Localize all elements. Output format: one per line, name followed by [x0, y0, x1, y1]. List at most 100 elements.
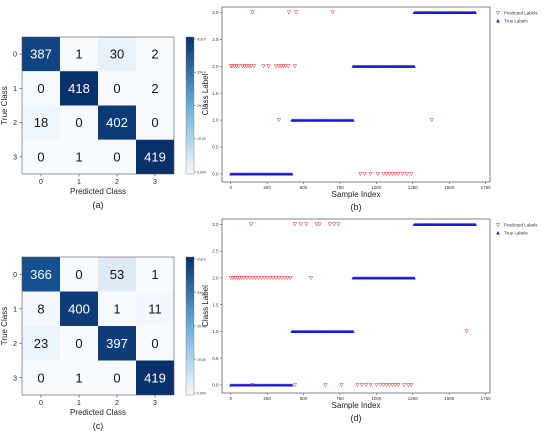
true-label-marker [412, 64, 416, 68]
predicted-label-point [406, 383, 411, 388]
panel-caption: (b) [351, 202, 362, 212]
true-label-segment-0 [229, 383, 294, 387]
matrix-frame [21, 256, 175, 396]
cell-value-1-2: 1 [113, 301, 120, 316]
cell-3-3 [136, 360, 174, 395]
cell-3-2 [98, 139, 136, 174]
true-label-segment-2 [351, 276, 416, 280]
predicted-label-point [317, 222, 322, 227]
x-tick-label: 2 [115, 400, 119, 407]
cell-value-0-0: 366 [30, 267, 52, 282]
predicted-label-point [246, 64, 252, 69]
predicted-label-point [247, 276, 252, 281]
cell-value-3-1: 1 [75, 370, 82, 385]
y-tick-label: 1.0 [212, 329, 219, 334]
y-tick-label: 2.5 [212, 249, 219, 254]
y-tick-label: 0 [13, 272, 17, 279]
predicted-label-point [266, 64, 271, 69]
x-tick-label: 250 [263, 396, 271, 401]
predicted-label-point [387, 383, 392, 388]
cell-2-2 [98, 105, 136, 140]
y-tick-label: 2 [13, 341, 17, 348]
colorbar-tick-label: 0.000 [197, 170, 206, 174]
x-tick-label: 1500 [444, 185, 455, 190]
predicted-label-point [256, 276, 261, 281]
cell-0-2 [98, 257, 136, 292]
predicted-label-point [283, 64, 288, 69]
predicted-label-point [253, 276, 258, 281]
predicted-label-point [232, 64, 237, 69]
cell-1-0 [22, 291, 60, 326]
predicted-label-point [393, 172, 398, 177]
predicted-label-point [250, 383, 255, 388]
cell-value-3-3: 419 [144, 149, 166, 164]
predicted-label-point [384, 383, 389, 388]
x-tick-label: 0 [229, 185, 232, 190]
true-label-marker [351, 118, 355, 122]
predicted-label-point [314, 222, 319, 227]
predicted-label-point [396, 172, 401, 177]
x-tick-label: 750 [336, 396, 344, 401]
predicted-label-point [362, 172, 367, 177]
x-tick-label: 0 [229, 396, 232, 401]
cell-value-1-0: 8 [37, 301, 44, 316]
y-tick-label: 2.5 [212, 37, 219, 42]
predicted-label-point [404, 172, 410, 177]
x-tick-label: 500 [300, 396, 308, 401]
predicted-label-point [368, 172, 373, 177]
y-tick-label: 1 [13, 86, 17, 93]
predicted-label-point [278, 64, 284, 69]
predicted-label-point [384, 172, 389, 177]
cell-value-2-3: 0 [151, 115, 158, 130]
true-label-marker [412, 276, 416, 280]
x-tick-label: 1000 [371, 396, 382, 401]
true-label-marker [473, 10, 478, 14]
y-tick-label: 2.0 [212, 64, 219, 69]
x-tick-label: 1500 [444, 396, 455, 401]
cell-3-0 [22, 360, 60, 395]
cell-value-0-3: 2 [151, 47, 158, 62]
cell-value-0-2: 53 [110, 267, 124, 282]
cell-value-0-1: 0 [75, 267, 82, 282]
cell-value-1-2: 0 [113, 81, 120, 96]
predicted-label-point [330, 10, 335, 15]
cell-0-1 [60, 257, 98, 292]
predicted-label-point [248, 64, 254, 69]
y-axis-label: True Class [0, 86, 9, 124]
y-tick-label: 0.0 [212, 383, 219, 388]
y-axis-label: Class Label [201, 73, 210, 115]
predicted-label-point [259, 276, 264, 281]
predicted-label-point [239, 276, 244, 281]
predicted-label-point [276, 118, 282, 123]
colorbar-tick-label: 334.4 [197, 71, 206, 75]
cell-1-3 [136, 71, 174, 106]
predicted-label-point [273, 64, 279, 69]
predicted-label-point [282, 276, 287, 281]
predicted-label-point [308, 276, 314, 281]
predicted-label-point [409, 383, 414, 388]
predicted-label-point [292, 383, 298, 388]
cell-value-3-3: 419 [144, 370, 166, 385]
predicted-label-point [400, 172, 405, 177]
predicted-label-point [396, 383, 401, 388]
predicted-label-point [286, 64, 291, 69]
y-tick-label: 0.0 [212, 172, 219, 177]
predicted-label-point [234, 64, 239, 69]
legend-predicted-label: Predicted Labels [504, 11, 538, 16]
y-axis-label: Class Label [201, 285, 210, 327]
cell-1-1 [60, 71, 98, 106]
cell-value-3-2: 0 [113, 370, 120, 385]
cell-1-3 [136, 291, 174, 326]
label-scatter-b: 0 250 500 750 1000 1250 1500 1750 0.0 0.5 1.0 1.5 2.… [201, 6, 538, 212]
cell-2-2 [98, 326, 136, 361]
predicted-label-point [401, 383, 407, 388]
predicted-label-point [381, 383, 386, 388]
cell-value-2-1: 0 [75, 336, 82, 351]
y-tick-label: 3 [13, 154, 17, 161]
cell-3-2 [98, 360, 136, 395]
plot-frame [221, 6, 491, 183]
cell-3-1 [60, 139, 98, 174]
predicted-label-point [323, 383, 328, 388]
